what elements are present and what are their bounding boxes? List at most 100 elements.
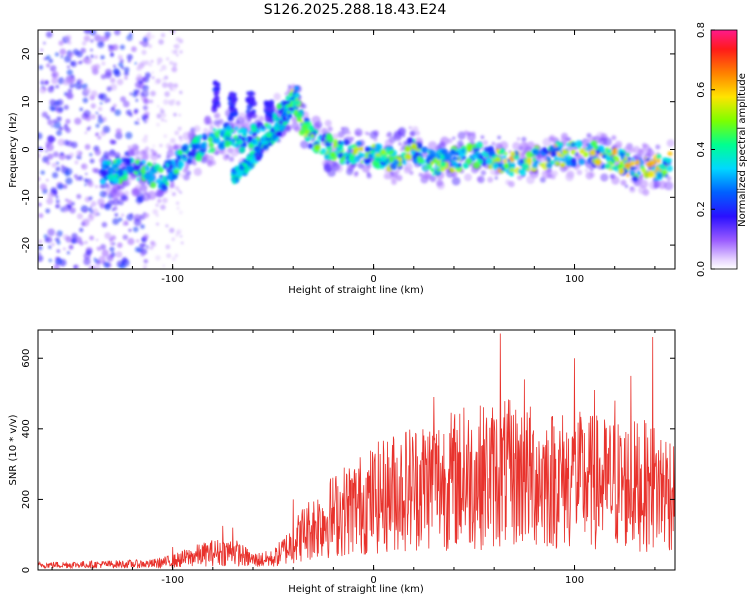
noise-blob xyxy=(152,209,158,215)
ridge-blob xyxy=(497,168,502,172)
noise-blob xyxy=(57,138,65,146)
ridge-blob xyxy=(562,149,568,155)
snr-series xyxy=(38,333,675,570)
ridge-blob xyxy=(162,175,167,180)
ridge-halo xyxy=(205,120,210,125)
noise-blob xyxy=(64,171,70,177)
ridge-blob xyxy=(452,156,458,161)
ridge-blob xyxy=(149,181,157,189)
ridge-blob xyxy=(545,162,553,169)
noise-blob xyxy=(163,134,168,139)
ridge-blob xyxy=(159,174,163,179)
noise-blob xyxy=(169,60,174,65)
noise-blob xyxy=(55,233,59,237)
ridge-blob xyxy=(428,166,432,170)
noise-blob xyxy=(126,213,134,221)
noise-blob xyxy=(162,197,168,204)
noise-blob xyxy=(108,44,112,49)
noise-blob xyxy=(60,55,64,59)
branch-blob xyxy=(232,169,236,173)
noise-blob xyxy=(45,150,48,153)
ridge-blob xyxy=(651,166,656,172)
ridge-blob xyxy=(449,159,453,163)
ridge-halo xyxy=(102,191,107,196)
ridge-halo xyxy=(128,150,135,157)
noise-blob xyxy=(117,54,123,60)
noise-blob xyxy=(56,116,62,122)
ridge-halo xyxy=(408,126,412,130)
noise-blob xyxy=(95,111,99,115)
colorbar-tick-label: 0.6 xyxy=(696,82,707,98)
noise-blob xyxy=(141,137,148,144)
ridge-blob xyxy=(565,159,572,166)
colorbar-tick-label: 0.0 xyxy=(696,261,707,277)
ridge-blob xyxy=(633,166,637,170)
ridge-halo xyxy=(236,120,240,124)
ridge-blob xyxy=(102,160,107,165)
noise-blob xyxy=(179,90,183,95)
ridge-halo xyxy=(576,169,583,176)
ridge-blob xyxy=(218,142,225,149)
ridge-blob xyxy=(629,170,636,177)
noise-blob xyxy=(176,206,180,210)
ridge-blob xyxy=(605,163,612,170)
streak-blob xyxy=(268,99,275,106)
noise-blob xyxy=(109,246,115,252)
noise-blob xyxy=(90,48,93,52)
ridge-blob xyxy=(248,130,253,135)
spectrogram-xtick-label: 100 xyxy=(565,274,584,285)
noise-blob xyxy=(57,77,65,85)
ridge-blob xyxy=(238,146,246,154)
ridge-blob xyxy=(127,165,135,174)
ridge-halo xyxy=(203,127,209,133)
ridge-blob xyxy=(305,129,311,135)
branch-blob xyxy=(262,143,269,151)
ridge-halo xyxy=(409,170,414,175)
noise-blob xyxy=(46,236,53,243)
ridge-blob xyxy=(465,146,471,152)
noise-blob xyxy=(63,247,66,251)
noise-blob xyxy=(161,82,168,88)
noise-blob xyxy=(160,204,166,211)
noise-blob xyxy=(99,93,108,101)
ridge-blob xyxy=(540,162,543,166)
ridge-blob xyxy=(537,161,541,165)
noise-blob xyxy=(112,103,117,108)
noise-blob xyxy=(125,222,129,226)
noise-blob xyxy=(112,218,120,225)
noise-blob xyxy=(156,122,160,127)
ridge-blob xyxy=(428,149,437,158)
ridge-blob xyxy=(610,158,614,161)
ridge-blob xyxy=(219,130,225,136)
noise-blob xyxy=(73,174,78,179)
noise-blob xyxy=(143,105,150,111)
ridge-blob xyxy=(173,168,180,175)
ridge-blob xyxy=(304,118,308,122)
ridge-blob xyxy=(611,160,615,164)
streak-blob xyxy=(268,104,272,108)
ridge-blob xyxy=(586,143,590,147)
noise-blob xyxy=(88,196,93,201)
ridge-blob xyxy=(439,167,445,172)
noise-blob xyxy=(103,261,110,268)
noise-blob xyxy=(84,144,91,150)
snr-panel: -100 0 100 0 200 400 600 Height of straight li… xyxy=(8,329,676,595)
ridge-halo xyxy=(273,92,281,101)
noise-blob xyxy=(145,245,151,251)
noise-blob xyxy=(149,99,154,104)
noise-blob xyxy=(110,77,116,84)
ridge-blob xyxy=(656,170,660,174)
noise-blob xyxy=(51,107,55,111)
spectrogram-xlabel: Height of straight line (km) xyxy=(288,285,424,296)
ridge-blob xyxy=(371,144,376,149)
colorbar: 0.0 0.2 0.4 0.6 0.8 Normalized spectral ampl… xyxy=(696,22,748,277)
ridge-halo xyxy=(666,176,672,181)
ridge-blob xyxy=(502,155,507,160)
ridge-blob xyxy=(532,150,536,154)
noise-blob xyxy=(41,78,45,82)
noise-blob xyxy=(179,50,183,54)
noise-blob xyxy=(171,66,178,73)
branch-blob xyxy=(283,118,287,122)
ridge-halo xyxy=(452,170,459,176)
noise-blob xyxy=(97,117,104,124)
